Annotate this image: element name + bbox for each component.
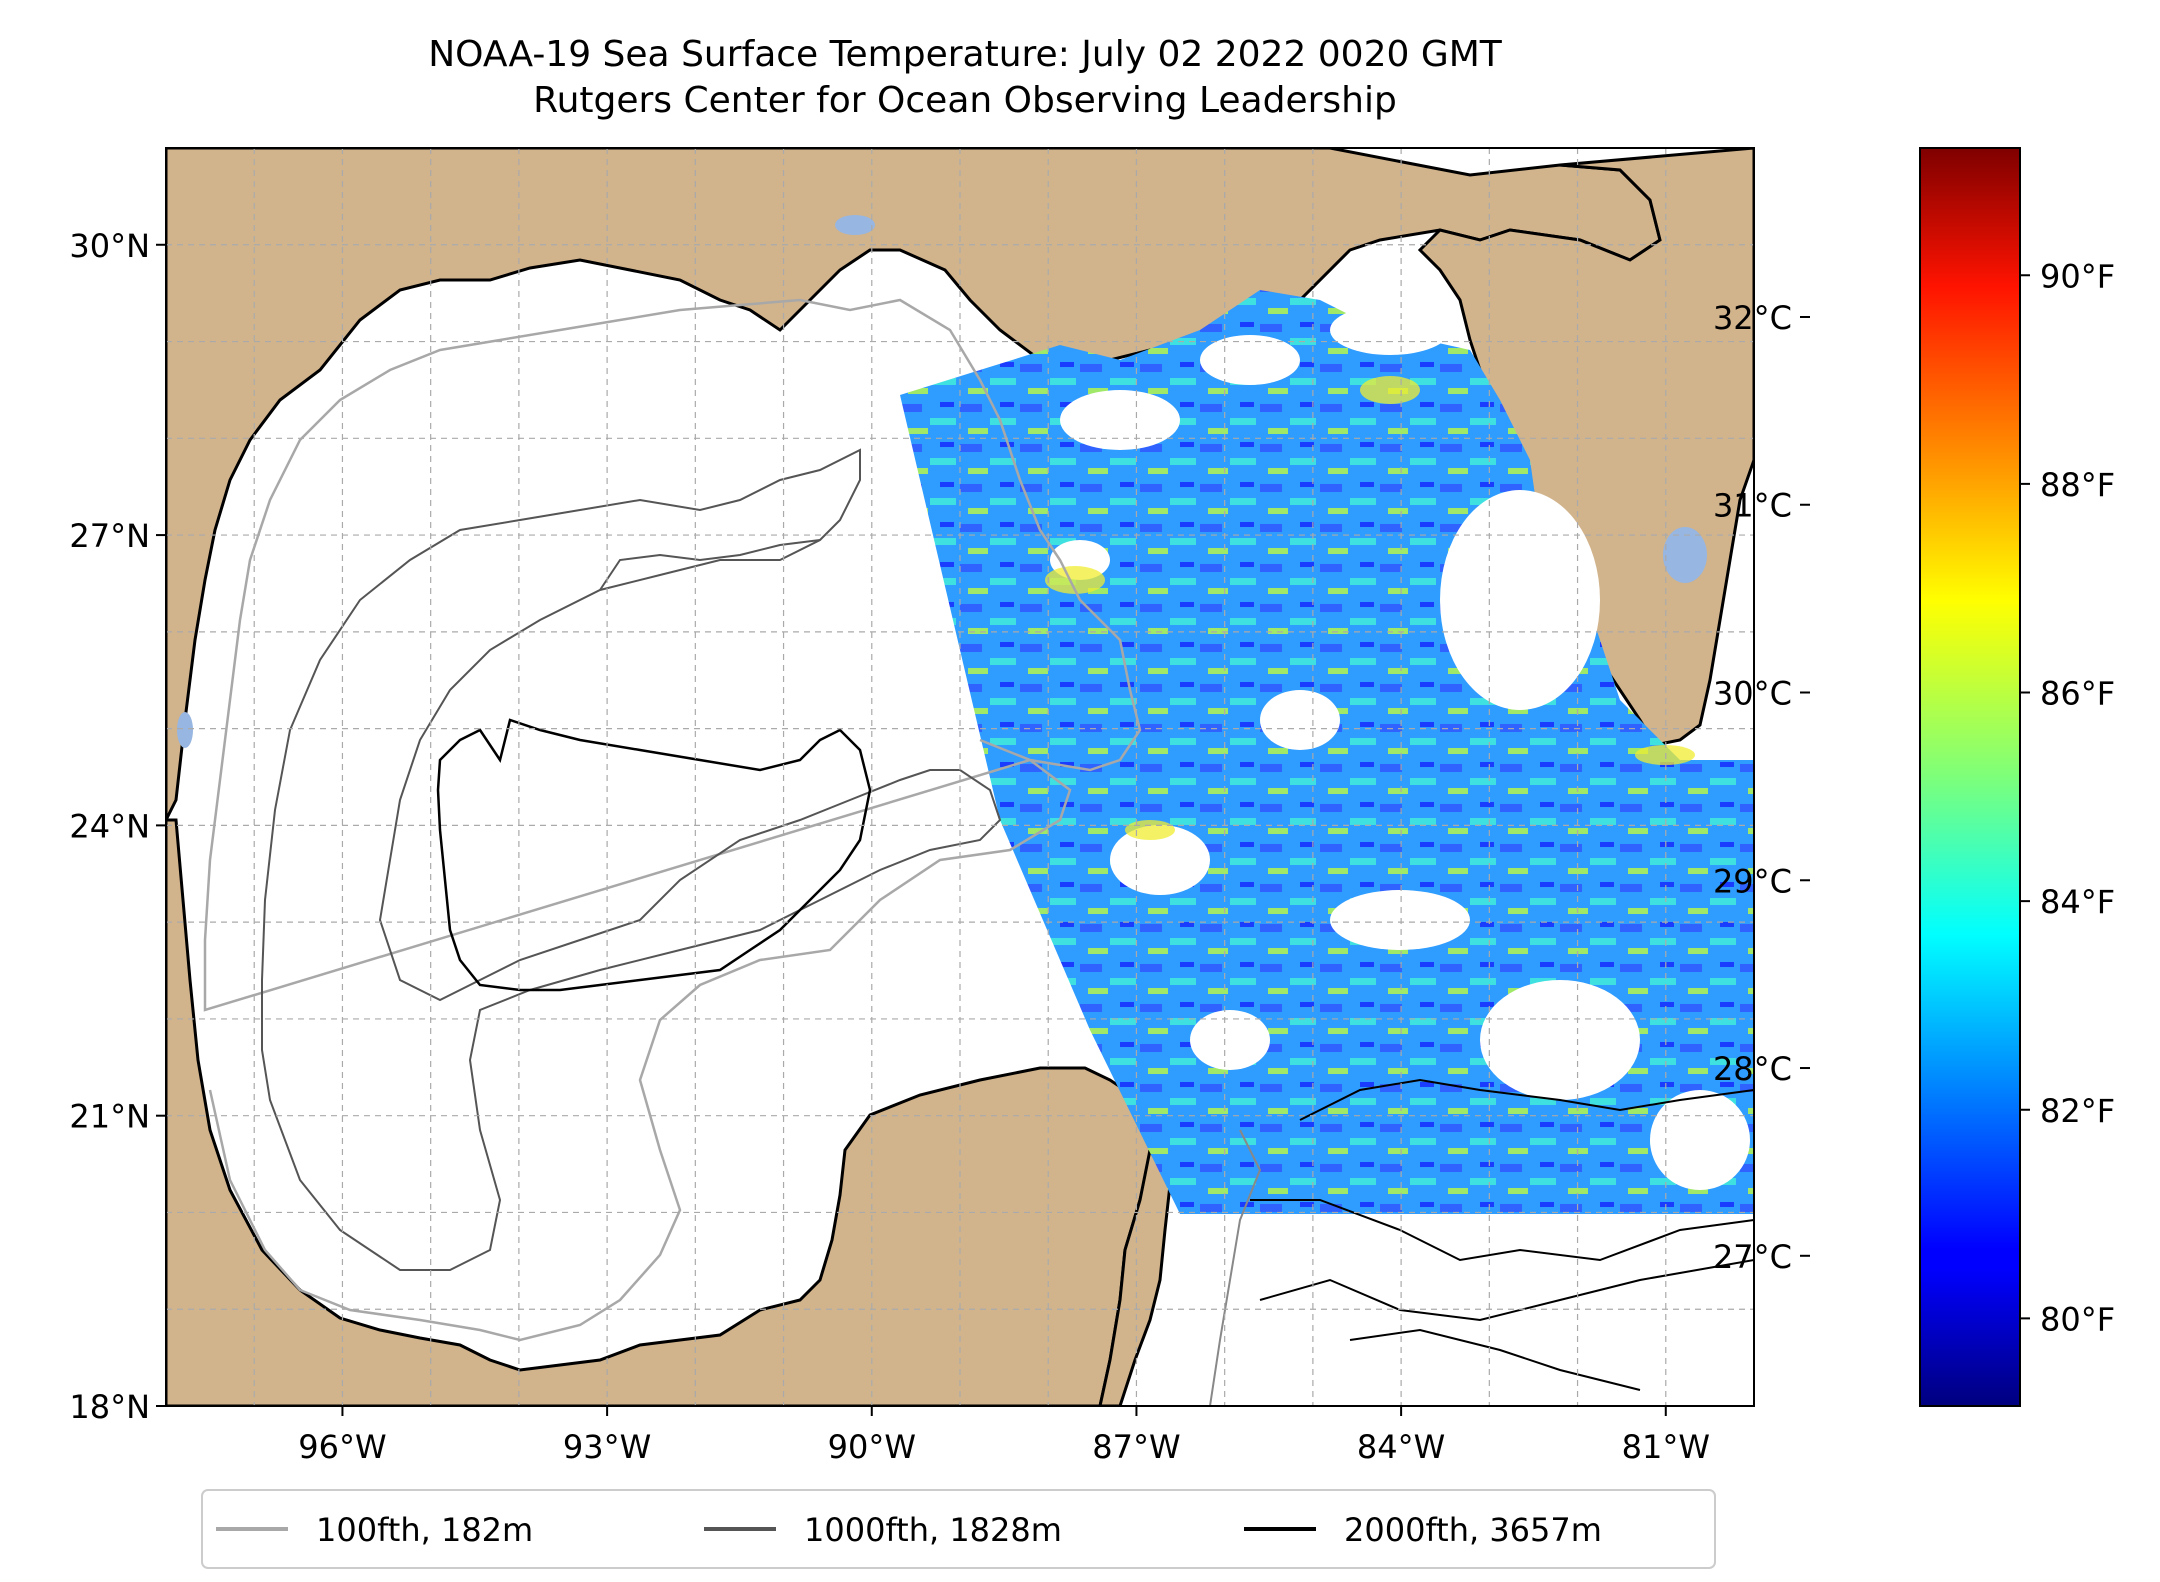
legend-label: 100fth, 182m [316, 1511, 533, 1549]
colorbar: 27°C 28°C 29°C 30°C 31°C 32°C 80°F 82°F 84°F 86°… [1713, 147, 2115, 1407]
celsius-tick-label: 28°C [1713, 1050, 1792, 1088]
fahrenheit-tick-label: 80°F [2040, 1300, 2115, 1338]
lon-tick-label: 81°W [1622, 1428, 1710, 1466]
celsius-tick-label: 27°C [1713, 1238, 1792, 1276]
celsius-tick-label: 30°C [1713, 675, 1792, 713]
contour-2000fth [436, 718, 872, 992]
colorbar-fahrenheit-axis: 80°F 82°F 84°F 86°F 88°F 90°F [2020, 257, 2115, 1338]
legend-label: 2000fth, 3657m [1344, 1511, 1602, 1549]
contour-legend: 100fth, 182m 1000fth, 1828m 2000fth, 3657m [201, 1489, 1716, 1569]
map-frame [165, 147, 1755, 1407]
lat-tick-label: 21°N [69, 1098, 150, 1136]
fahrenheit-tick-label: 82°F [2040, 1092, 2115, 1130]
celsius-tick-label: 31°C [1713, 487, 1792, 525]
lake-louisiana [835, 215, 875, 235]
lon-tick-label: 96°W [298, 1428, 386, 1466]
fahrenheit-tick-label: 88°F [2040, 466, 2115, 504]
lat-tick-label: 18°N [69, 1388, 150, 1426]
map-panel [166, 148, 1754, 1406]
fahrenheit-tick-label: 86°F [2040, 675, 2115, 713]
lake-okeechobee [1663, 527, 1707, 583]
warm-patches [1045, 376, 1695, 840]
contour-100fth [203, 298, 1142, 1342]
map-subtitle: Rutgers Center for Ocean Observing Leade… [533, 80, 1397, 121]
lake-texas [177, 712, 193, 748]
contour-1000fth [261, 448, 1002, 1271]
latitude-axis: 18°N 21°N 24°N 27°N 30°N [69, 227, 166, 1426]
lat-tick-label: 30°N [69, 227, 150, 265]
fahrenheit-tick-label: 84°F [2040, 883, 2115, 921]
colorbar-celsius-axis: 27°C 28°C 29°C 30°C 31°C 32°C [1713, 299, 1810, 1276]
bathymetry-contours [203, 298, 1754, 1406]
fahrenheit-tick-label: 90°F [2040, 257, 2115, 295]
map-title: NOAA-19 Sea Surface Temperature: July 02… [428, 34, 1503, 75]
celsius-tick-label: 29°C [1713, 862, 1792, 900]
celsius-tick-label: 32°C [1713, 299, 1792, 337]
lon-tick-label: 87°W [1092, 1428, 1180, 1466]
lon-tick-label: 93°W [563, 1428, 651, 1466]
sst-swath [900, 290, 1754, 1214]
legend-label: 1000fth, 1828m [804, 1511, 1062, 1549]
lon-tick-label: 90°W [828, 1428, 916, 1466]
lon-tick-label: 84°W [1357, 1428, 1445, 1466]
gridlines [166, 148, 1754, 1406]
lakes-layer [177, 215, 1707, 748]
lat-tick-label: 24°N [69, 807, 150, 845]
colorbar-gradient [1919, 147, 2021, 1407]
longitude-axis: 96°W 93°W 90°W 87°W 84°W 81°W [298, 1406, 1710, 1466]
lat-tick-label: 27°N [69, 517, 150, 555]
yucatan-south [1098, 1145, 1172, 1406]
